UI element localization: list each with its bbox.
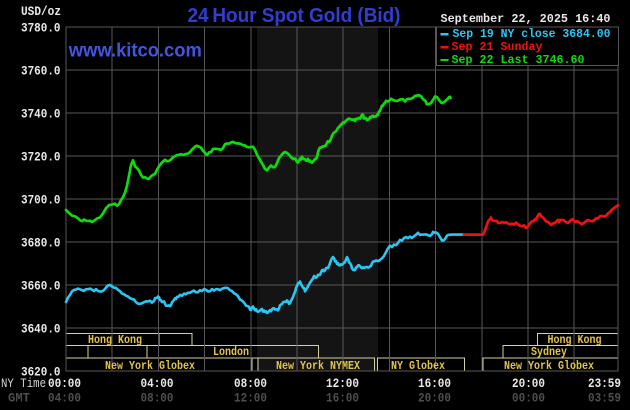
svg-text:New York Globex: New York Globex <box>504 360 594 373</box>
svg-text:Hong Kong: Hong Kong <box>88 334 142 347</box>
svg-text:20:00: 20:00 <box>512 376 545 391</box>
svg-text:Sydney: Sydney <box>531 346 567 359</box>
svg-text:September 22, 2025 16:40: September 22, 2025 16:40 <box>441 12 611 26</box>
svg-text:04:00: 04:00 <box>141 376 174 391</box>
svg-text:USD/oz: USD/oz <box>21 4 61 19</box>
svg-text:New York Globex: New York Globex <box>105 360 195 373</box>
svg-text:16:00: 16:00 <box>326 391 359 406</box>
svg-text:08:00: 08:00 <box>234 376 267 391</box>
svg-text:Sep 19 NY close 3684.00: Sep 19 NY close 3684.00 <box>453 27 611 41</box>
svg-text:3700.0: 3700.0 <box>21 192 61 207</box>
svg-text:3720.0: 3720.0 <box>21 149 61 164</box>
svg-text:03:59: 03:59 <box>588 391 621 406</box>
svg-text:24 Hour Spot Gold (Bid): 24 Hour Spot Gold (Bid) <box>188 5 401 27</box>
svg-text:16:00: 16:00 <box>418 376 451 391</box>
svg-text:3660.0: 3660.0 <box>21 278 61 293</box>
svg-text:NY Globex: NY Globex <box>391 360 445 373</box>
svg-text:London: London <box>213 346 249 359</box>
svg-text:3620.0: 3620.0 <box>21 364 61 379</box>
svg-text:3680.0: 3680.0 <box>21 235 61 250</box>
svg-text:GMT: GMT <box>8 391 30 406</box>
svg-text:www.kitco.com: www.kitco.com <box>68 39 202 61</box>
svg-text:12:00: 12:00 <box>326 376 359 391</box>
svg-text:3740.0: 3740.0 <box>21 106 61 121</box>
svg-text:08:00: 08:00 <box>141 391 174 406</box>
svg-text:00:00: 00:00 <box>48 376 81 391</box>
svg-text:New York NYMEX: New York NYMEX <box>276 360 360 373</box>
svg-text:NY Time: NY Time <box>1 376 46 391</box>
svg-text:3780.0: 3780.0 <box>21 20 61 35</box>
svg-text:12:00: 12:00 <box>234 391 267 406</box>
svg-text:04:00: 04:00 <box>48 391 81 406</box>
svg-text:Sep 22 Last 3746.60: Sep 22 Last 3746.60 <box>452 53 585 67</box>
svg-text:20:00: 20:00 <box>418 391 451 406</box>
svg-text:00:00: 00:00 <box>512 391 545 406</box>
svg-text:Sep 21 Sunday: Sep 21 Sunday <box>452 40 543 54</box>
svg-text:3640.0: 3640.0 <box>21 321 61 336</box>
svg-text:3760.0: 3760.0 <box>21 63 61 78</box>
svg-text:Hong Kong: Hong Kong <box>548 334 602 347</box>
svg-text:23:59: 23:59 <box>588 376 621 391</box>
